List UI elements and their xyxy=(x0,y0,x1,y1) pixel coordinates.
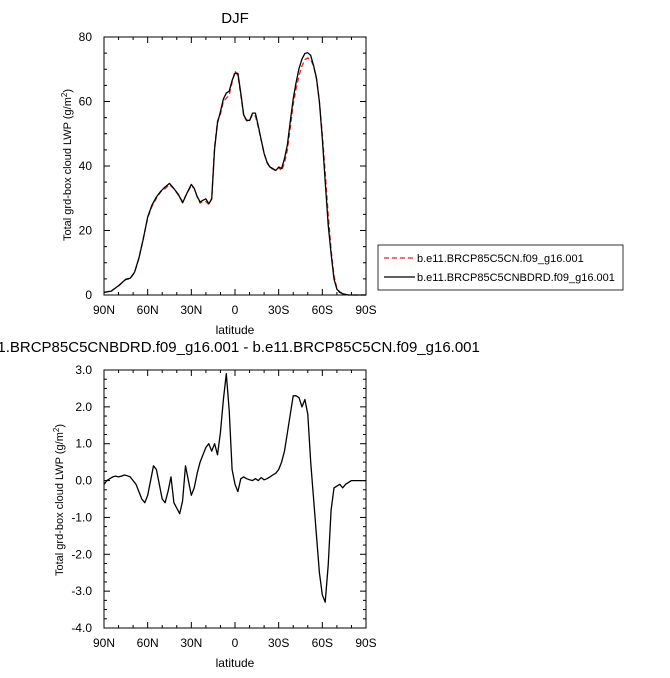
legend-label-cnbdrd: b.e11.BRCP85C5CNBDRD.f09_g16.001 xyxy=(417,272,615,284)
bottom-panel: 11.BRCP85C5CNBDRD.f09_g16.001 - b.e11.BR… xyxy=(0,339,480,670)
top-legend: b.e11.BRCP85C5CN.f09_g16.001 b.e11.BRCP8… xyxy=(377,244,624,291)
bottom-y-tick-label: -4.0 xyxy=(71,621,92,635)
bottom-y-tick-label: 0.0 xyxy=(75,474,92,488)
top-y-tick-label: 80 xyxy=(79,30,93,44)
top-x-axis-label: latitude xyxy=(216,323,255,337)
bottom-x-tick-label: 60S xyxy=(312,636,333,650)
bottom-y-tick-label: -1.0 xyxy=(71,510,92,524)
bottom-y-axis-label-main: Total grd-box cloud LWP (g/m xyxy=(54,432,66,576)
bottom-axis-ticks: 90N 60N 30N 0 30S 60S 90S 3.0 2.0 1.0 0.0 -1.0 -2.0 -… xyxy=(71,363,376,650)
top-x-tick-label: 30S xyxy=(268,303,289,317)
top-series-line-1 xyxy=(103,52,366,296)
top-panel: DJF latitude Total grd-box cloud LWP (g/… xyxy=(60,10,377,337)
bottom-plot-frame xyxy=(103,369,367,629)
top-y-tick-label: 20 xyxy=(79,224,93,238)
bottom-x-tick-label: 30N xyxy=(180,636,202,650)
top-y-tick-label: 60 xyxy=(79,95,93,109)
bottom-chart-title: 11.BRCP85C5CNBDRD.f09_g16.001 - b.e11.BR… xyxy=(0,339,480,356)
top-x-tick-label: 90S xyxy=(355,303,376,317)
top-y-tick-label: 40 xyxy=(79,159,93,173)
bottom-plot-lines xyxy=(103,373,366,603)
bottom-y-tick-label: 3.0 xyxy=(75,363,92,377)
top-chart-title: DJF xyxy=(221,10,249,27)
legend-box xyxy=(377,244,624,291)
top-y-axis-label-close: ) xyxy=(62,89,74,93)
bottom-x-tick-label: 60N xyxy=(137,636,159,650)
bottom-x-tick-label: 0 xyxy=(232,636,239,650)
bottom-y-tick-label: -2.0 xyxy=(71,547,92,561)
top-x-tick-label: 60N xyxy=(137,303,159,317)
bottom-y-tick-label: 2.0 xyxy=(75,400,92,414)
bottom-x-tick-label: 30S xyxy=(268,636,289,650)
bottom-y-axis-label-sup: 2 xyxy=(52,427,61,432)
bottom-y-tick-label: -3.0 xyxy=(71,584,92,598)
top-series-line-0 xyxy=(103,57,366,296)
bottom-y-axis-label: Total grd-box cloud LWP (g/m2) xyxy=(52,424,67,576)
legend-label-cn: b.e11.BRCP85C5CN.f09_g16.001 xyxy=(417,253,584,265)
bottom-x-tick-label: 90S xyxy=(355,636,376,650)
top-x-tick-label: 90N xyxy=(93,303,115,317)
top-y-axis-label-sup: 2 xyxy=(60,92,69,97)
bottom-x-tick-label: 90N xyxy=(93,636,115,650)
bottom-y-tick-label: 1.0 xyxy=(75,437,92,451)
bottom-y-axis-label-close: ) xyxy=(54,424,66,428)
top-x-tick-label: 30N xyxy=(180,303,202,317)
top-y-axis-label: Total grd-box cloud LWP (g/m2) xyxy=(60,89,75,241)
top-y-axis-label-main: Total grd-box cloud LWP (g/m xyxy=(62,97,74,241)
top-x-tick-label: 60S xyxy=(312,303,333,317)
top-axis-ticks: 90N 60N 30N 0 30S 60S 90S 0 20 40 60 80 xyxy=(79,30,377,317)
top-x-tick-label: 0 xyxy=(232,303,239,317)
bottom-series-line-0 xyxy=(103,373,366,603)
top-y-tick-label: 0 xyxy=(85,288,92,302)
bottom-x-axis-label: latitude xyxy=(216,656,255,670)
top-plot-lines xyxy=(103,52,366,296)
top-plot-frame xyxy=(103,36,367,296)
